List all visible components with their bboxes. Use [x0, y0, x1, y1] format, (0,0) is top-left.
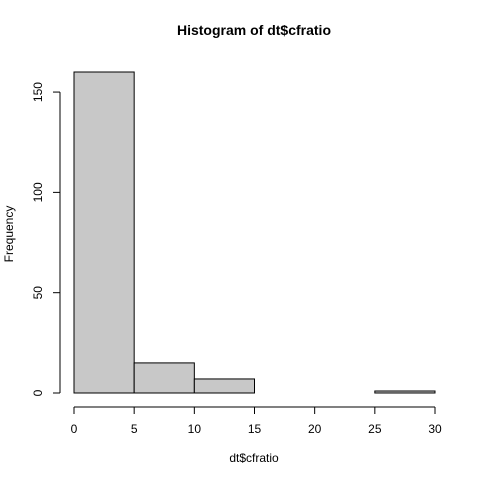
histogram-bar-1	[133, 362, 195, 394]
x-tick-label-6: 30	[428, 422, 442, 436]
y-tick-label-3: 150	[31, 82, 45, 102]
x-tick-label-5: 25	[368, 422, 382, 436]
x-axis: 0 5 10 15 20 25 30	[71, 406, 442, 436]
x-axis-label: dt$cfratio	[229, 451, 279, 465]
y-tick-label-1: 50	[31, 286, 45, 300]
y-axis-label: Frequency	[2, 206, 16, 263]
x-tick-label-0: 0	[71, 422, 78, 436]
histogram-bar-5	[374, 390, 436, 394]
histogram-bars	[73, 71, 436, 394]
x-tick-label-1: 5	[131, 422, 138, 436]
chart-title: Histogram of dt$cfratio	[177, 22, 331, 38]
y-axis: 0 50 100 150	[31, 82, 61, 396]
x-tick-label-4: 20	[308, 422, 322, 436]
x-tick-label-3: 15	[248, 422, 262, 436]
histogram-bar-2	[193, 378, 255, 394]
y-tick-label-2: 100	[31, 182, 45, 202]
y-tick-label-0: 0	[31, 389, 45, 396]
x-tick-label-2: 10	[188, 422, 202, 436]
histogram-bar-0	[73, 71, 135, 394]
